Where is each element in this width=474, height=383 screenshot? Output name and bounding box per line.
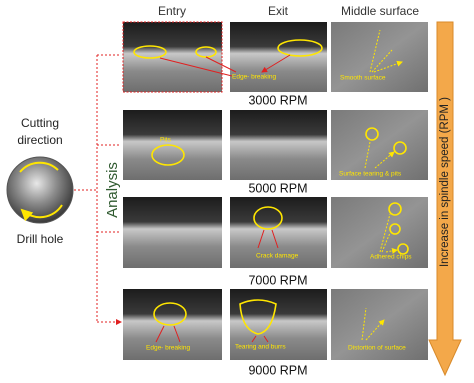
column-header: Entry	[158, 4, 186, 18]
connectors	[74, 54, 121, 322]
column-header: Middle surface	[341, 4, 419, 18]
annotation: Crack damage	[256, 253, 299, 260]
label: Cutting	[21, 116, 59, 130]
drill-hole-image	[6, 156, 74, 224]
micrograph	[230, 22, 327, 92]
speed-label: 7000 RPM	[248, 273, 307, 287]
annotation: Tearing and burrs	[235, 344, 286, 351]
annotation: Pits	[160, 137, 172, 144]
column-header: Exit	[268, 4, 289, 18]
speed-label: 3000 RPM	[248, 93, 307, 107]
micrograph	[331, 197, 428, 268]
panels	[122, 21, 428, 360]
label: Drill hole	[17, 232, 64, 246]
label: Analysis	[104, 162, 121, 218]
micrograph	[230, 197, 327, 268]
annotation: Edge- breaking	[146, 345, 190, 352]
annotation: Smooth surface	[340, 75, 386, 82]
micrograph	[123, 197, 222, 268]
micrograph	[331, 110, 428, 180]
annotation: Surface tearing & pits	[339, 171, 402, 178]
annotation: Adhered chips	[370, 254, 412, 261]
micrograph	[230, 110, 327, 180]
axis-label: Increase in spindle speed (RPM )	[439, 97, 451, 267]
speed-arrow	[428, 21, 462, 377]
annotations: Edge- breaking Smooth surface Pits Surfa…	[133, 29, 412, 352]
annotation: Edge- breaking	[232, 74, 276, 81]
label: direction	[17, 133, 62, 147]
speed-label: 5000 RPM	[248, 181, 307, 195]
annotation: Distortion of surface	[348, 345, 406, 352]
rotation-arrow	[20, 161, 63, 218]
speed-label: 9000 RPM	[248, 363, 307, 377]
